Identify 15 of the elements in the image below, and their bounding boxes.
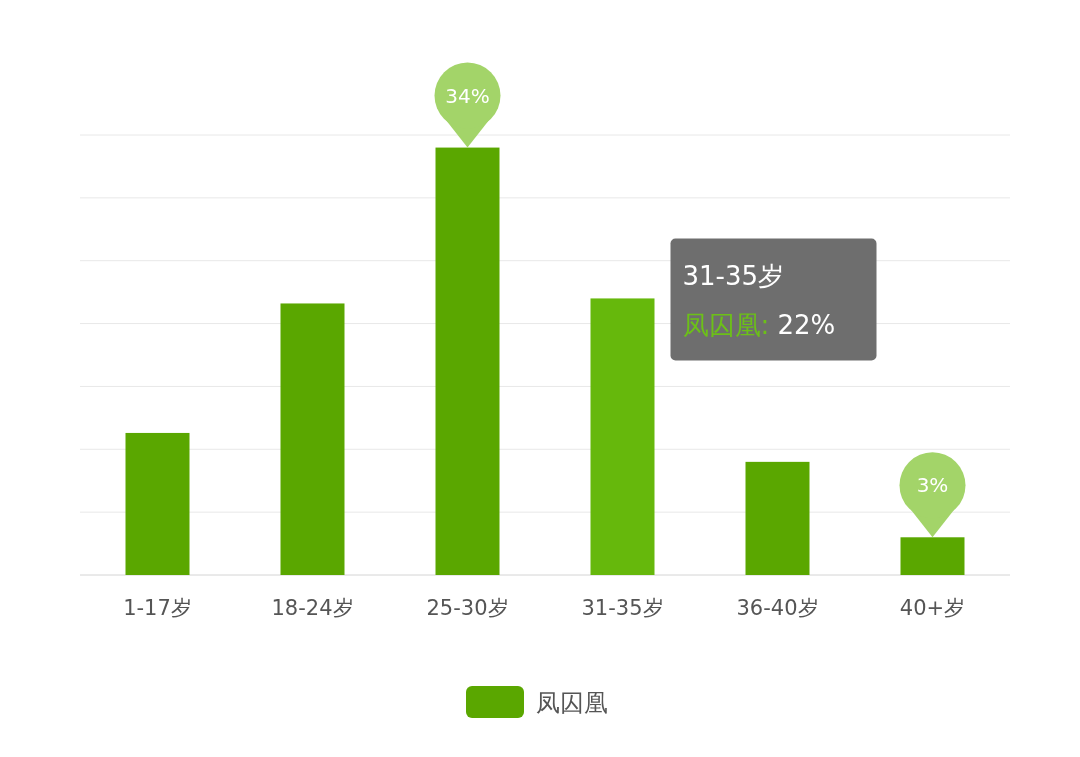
annotation: 凤囚凰: 22% xyxy=(682,310,836,341)
x-tick-label: 1-17岁 xyxy=(123,596,192,620)
bar xyxy=(745,461,810,575)
data-label: 34% xyxy=(445,83,490,108)
x-tick-label: 36-40岁 xyxy=(736,596,819,620)
bar xyxy=(125,432,190,575)
x-tick-label: 40+岁 xyxy=(899,596,966,620)
legend-label: 凤囚凰 xyxy=(536,689,608,717)
x-tick-label: 25-30岁 xyxy=(426,596,509,620)
annotation: 31-35岁 xyxy=(682,261,785,292)
bar xyxy=(280,303,345,575)
x-tick-label: 31-35岁 xyxy=(581,596,664,620)
bar xyxy=(590,298,655,575)
data-label: 3% xyxy=(916,473,949,498)
x-tick-label: 18-24岁 xyxy=(271,596,354,620)
